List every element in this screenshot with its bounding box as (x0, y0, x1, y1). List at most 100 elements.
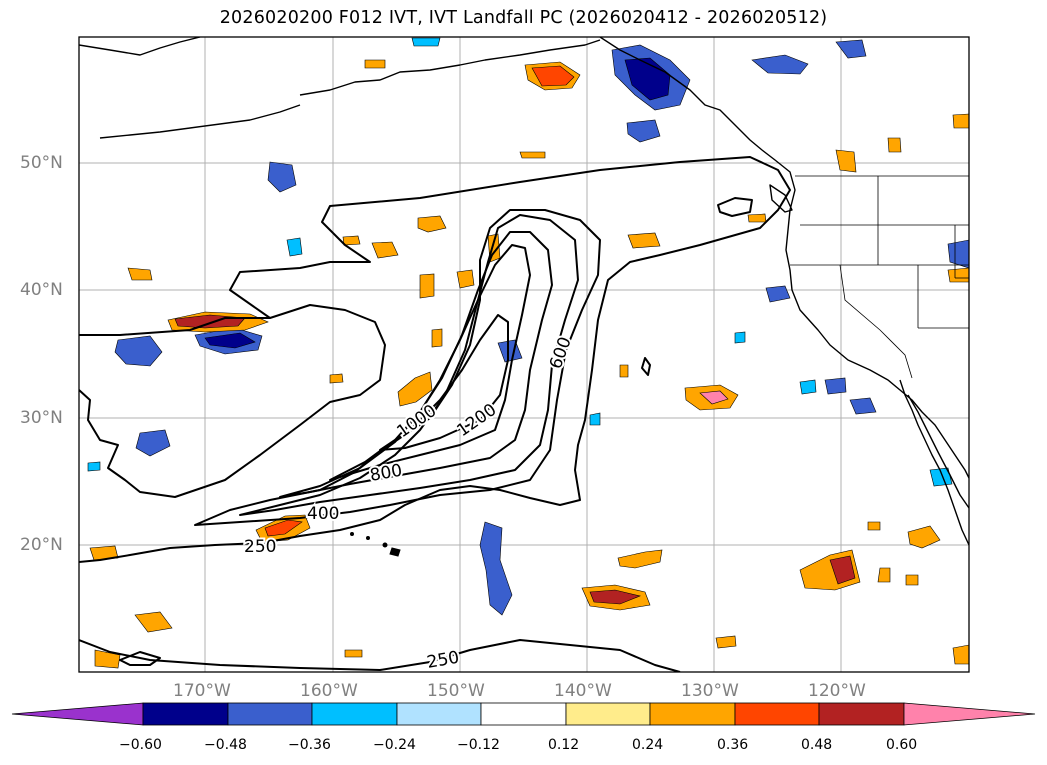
pos-blob (619, 364, 629, 378)
ivt-contour-250-west (79, 304, 386, 498)
neg-blob (497, 339, 523, 363)
colorbar-tick-label: 0.24 (632, 737, 664, 753)
colorbar-tick-label: 0.36 (717, 737, 749, 753)
lat-tick-label: 40°N (20, 280, 63, 300)
pos-blob-core (829, 555, 856, 585)
plot-frame (78, 36, 970, 673)
pos-blob (947, 267, 969, 283)
colorbar (11, 702, 1036, 726)
contour-label-800: 800 (368, 461, 403, 486)
neg-blob (286, 237, 303, 257)
pos-blob-core (699, 390, 729, 405)
baja-coast (899, 379, 969, 546)
colorbar-extend-low (11, 702, 144, 726)
ivt-contours (79, 156, 791, 672)
pos-blob (342, 235, 361, 246)
pos-blob-core (589, 589, 641, 605)
lat-tick-label: 30°N (20, 408, 63, 428)
neg-blob (929, 467, 953, 487)
pos-blob (344, 649, 363, 658)
neg-blob (135, 429, 171, 457)
contour-label-250: 250 (425, 648, 460, 673)
colorbar-bin (565, 702, 651, 726)
pos-blob (431, 328, 443, 348)
alaska-coast (599, 37, 969, 479)
hawaii-islands (350, 532, 401, 557)
pos-blob (134, 611, 173, 633)
pos-blob (715, 635, 737, 649)
map-title: 2026020200 F012 IVT, IVT Landfall PC (20… (219, 8, 828, 28)
colorbar-bin (311, 702, 398, 726)
positive-pc-regions (89, 59, 969, 669)
pos-blob (887, 137, 902, 153)
pos-blob (371, 241, 399, 259)
pos-blob (419, 273, 435, 299)
pos-blob (867, 521, 881, 531)
pos-blob (127, 267, 153, 281)
neg-blob (626, 119, 661, 143)
ivt-contour-250-main (79, 156, 791, 563)
neg-blob (479, 521, 513, 616)
colorbar-tick-label: 0.12 (548, 737, 580, 753)
colorbar-bin (734, 702, 820, 726)
pos-blob (617, 549, 663, 569)
ivt-contour-1000 (329, 244, 531, 481)
colorbar-bin (142, 702, 229, 726)
lat-tick-label: 20°N (20, 535, 63, 555)
neg-blob (114, 335, 163, 367)
pos-blob (364, 59, 386, 69)
colorbar-tick-label: −0.12 (457, 737, 500, 753)
lon-tick-label: 150°W (427, 681, 485, 701)
lon-tick-label: 130°W (681, 681, 739, 701)
neg-blob (734, 331, 746, 344)
pos-blob-core (531, 65, 575, 87)
lon-tick-label: 160°W (300, 681, 358, 701)
ivt-contour-1200 (379, 314, 509, 451)
neg-blob (751, 54, 809, 75)
pos-blob-core (264, 519, 303, 537)
ivt-contour-small (119, 651, 161, 666)
pos-blob (952, 644, 969, 665)
colorbar-bin (649, 702, 736, 726)
colorbar-tick-label: −0.24 (373, 737, 416, 753)
colorbar-tick-label: −0.48 (204, 737, 247, 753)
pos-blob (456, 269, 475, 289)
neg-blob-core (204, 332, 256, 349)
lon-tick-label: 170°W (173, 681, 231, 701)
colorbar-tick-label: −0.60 (119, 737, 162, 753)
pos-blob (627, 232, 661, 249)
pos-blob (397, 371, 433, 407)
baja-gulf (907, 394, 969, 509)
colorbar-tick-label: 0.48 (801, 737, 833, 753)
colorbar-bin (480, 702, 567, 726)
neg-blob (589, 412, 601, 426)
neg-blob (849, 397, 877, 415)
siberia-coast (79, 37, 201, 56)
vancouver-island (769, 184, 793, 213)
colorbar-extend-high (903, 702, 1036, 726)
colorbar-bin (396, 702, 482, 726)
colorbar-bin (227, 702, 313, 726)
neg-blob (87, 461, 101, 472)
contour-label-400: 400 (307, 504, 339, 524)
colorbar-tick-label: −0.36 (288, 737, 331, 753)
ivt-contour-small (641, 357, 651, 376)
lon-tick-label: 140°W (554, 681, 612, 701)
ivt-contour-small (717, 197, 753, 217)
ivt-contour-250-south (79, 639, 681, 672)
aleutians (299, 39, 601, 96)
colorbar-bin (818, 702, 905, 726)
pos-blob (747, 213, 767, 223)
neg-blob (824, 377, 847, 395)
contour-label-600: 600 (546, 334, 576, 371)
lon-tick-label: 120°W (808, 681, 866, 701)
pos-blob (952, 113, 969, 129)
ivt-contour-600 (239, 214, 579, 516)
pos-blob (329, 373, 344, 384)
pos-blob (835, 149, 857, 173)
aleutians-west (99, 104, 301, 139)
pos-blob (907, 525, 941, 549)
neg-blob (799, 379, 817, 395)
coastlines (79, 37, 969, 546)
